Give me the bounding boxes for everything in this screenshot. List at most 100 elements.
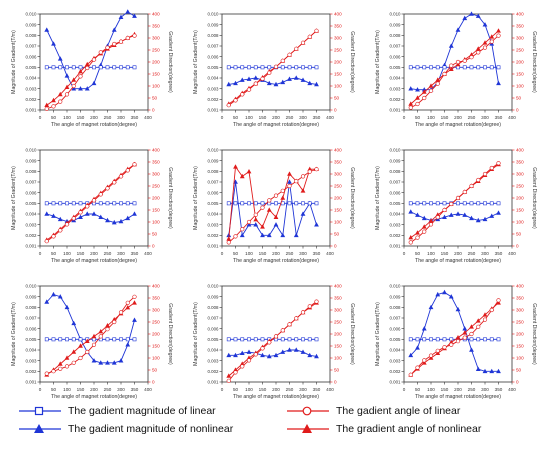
y-tick-label-right: 250 [334, 320, 342, 325]
y-tick-label-right: 350 [152, 24, 160, 29]
y-tick-label-right: 350 [516, 160, 524, 165]
y-tick-label-right: 0 [334, 108, 337, 113]
data-point-linear-magnitude [65, 337, 69, 342]
data-point-linear-magnitude [287, 337, 292, 342]
data-point-linear-magnitude [408, 201, 413, 206]
data-point-linear-angle [442, 345, 447, 350]
data-point-nonlinear-magnitude [78, 214, 83, 219]
x-tick-label: 150 [441, 115, 449, 120]
data-point-nonlinear-magnitude [408, 86, 414, 91]
legend-swatch-triangle-filled [287, 423, 329, 433]
y-tick-label-left: 0.004 [208, 348, 220, 353]
y-tick-label-left: 0.003 [208, 86, 220, 91]
data-point-linear-magnitude [280, 65, 285, 70]
y-tick-label-left: 0.006 [26, 326, 38, 331]
x-axis-label: The angle of magnet rotation(degree) [415, 122, 501, 128]
data-point-linear-magnitude [240, 65, 245, 70]
y-tick-label-left: 0.006 [390, 54, 402, 59]
data-point-linear-angle [428, 88, 434, 93]
data-point-nonlinear-angle [489, 34, 495, 39]
x-tick-label: 150 [441, 387, 449, 392]
series-line-nonlinear-angle [228, 165, 317, 239]
legend-label: The gradient angle of nonlinear [336, 422, 482, 435]
x-tick-label: 300 [299, 387, 307, 392]
x-tick-label: 0 [39, 251, 42, 256]
y-tick-label-left: 0.003 [208, 358, 220, 363]
x-tick-label: 200 [90, 115, 98, 120]
y-tick-label-right: 200 [334, 332, 342, 337]
data-point-linear-magnitude [442, 201, 447, 206]
data-point-nonlinear-magnitude [415, 87, 420, 92]
data-point-linear-magnitude [119, 201, 123, 206]
y-tick-label-right: 250 [334, 48, 342, 53]
data-point-linear-angle [44, 106, 49, 111]
data-point-linear-magnitude [435, 201, 440, 206]
data-point-linear-magnitude [125, 201, 130, 206]
data-point-linear-angle [132, 162, 137, 167]
data-point-linear-magnitude [125, 65, 130, 70]
data-point-nonlinear-magnitude [253, 75, 259, 80]
data-point-nonlinear-magnitude [462, 212, 468, 217]
y-tick-label-right: 350 [152, 296, 160, 301]
y-tick-label-right: 300 [334, 36, 342, 41]
y-tick-label-right: 150 [152, 344, 160, 349]
data-point-nonlinear-magnitude [84, 86, 90, 91]
y-axis-label-right: Gradient Direction(degree) [531, 303, 537, 365]
data-point-linear-angle [455, 339, 461, 344]
data-point-nonlinear-magnitude [293, 75, 299, 80]
data-point-nonlinear-magnitude [287, 179, 292, 184]
x-tick-label: 100 [63, 115, 71, 120]
y-tick-label-right: 50 [334, 96, 340, 101]
y-tick-label-left: 0.002 [390, 233, 402, 238]
x-tick-label: 200 [454, 115, 462, 120]
data-point-nonlinear-angle [84, 61, 90, 67]
data-point-linear-angle [64, 364, 70, 369]
data-point-nonlinear-angle [51, 97, 56, 103]
y-tick-label-right: 0 [516, 108, 519, 113]
y-tick-label-right: 400 [334, 148, 342, 153]
y-tick-label-left: 0.007 [26, 180, 38, 185]
y-tick-label-left: 0.008 [390, 33, 402, 38]
data-point-linear-angle [98, 334, 103, 339]
data-point-linear-angle [260, 76, 265, 81]
data-point-linear-magnitude [112, 65, 117, 70]
data-point-linear-magnitude [442, 337, 447, 342]
data-point-linear-angle [469, 331, 474, 337]
y-tick-label-left: 0.005 [208, 65, 220, 70]
y-tick-label-left: 0.006 [208, 190, 220, 195]
y-tick-label-left: 0.003 [390, 358, 402, 363]
y-tick-label-left: 0.001 [26, 244, 38, 249]
data-point-linear-magnitude [78, 337, 83, 342]
x-tick-label: 350 [313, 387, 321, 392]
y-axis-label-right: Gradient Direction(degree) [167, 167, 173, 229]
x-tick-label: 150 [259, 387, 267, 392]
y-tick-label-right: 200 [516, 60, 524, 65]
chart-panel-9: 0 50 100 150 200 250 300 350 400 0.001 0.002 0.003 0… [375, 284, 537, 400]
data-point-linear-magnitude [456, 65, 460, 70]
data-point-linear-angle [287, 52, 292, 57]
y-tick-label-right: 200 [152, 332, 160, 337]
data-point-linear-magnitude [119, 65, 123, 70]
y-tick-label-left: 0.002 [26, 233, 38, 238]
data-point-nonlinear-angle [266, 207, 272, 212]
data-point-linear-angle [287, 322, 292, 327]
x-axis-label: The angle of magnet rotation(degree) [51, 122, 137, 128]
data-point-linear-magnitude [415, 337, 420, 342]
data-point-linear-angle [71, 360, 76, 365]
y-tick-label-right: 300 [334, 172, 342, 177]
y-tick-label-right: 50 [152, 96, 158, 101]
data-point-nonlinear-magnitude [71, 86, 77, 91]
data-point-nonlinear-magnitude [482, 368, 488, 374]
data-point-linear-angle [300, 310, 306, 315]
y-tick-label-left: 0.001 [390, 244, 402, 249]
data-point-linear-magnitude [301, 65, 305, 70]
y-tick-label-left: 0.010 [390, 284, 402, 289]
x-tick-label: 300 [299, 251, 307, 256]
y-tick-label-left: 0.003 [26, 358, 38, 363]
data-point-linear-angle [415, 235, 420, 240]
data-point-nonlinear-angle [64, 355, 70, 360]
chart-panel-8: 0 50 100 150 200 250 300 350 400 0.001 0.002 0.003 0… [193, 284, 355, 400]
data-point-nonlinear-magnitude [125, 215, 131, 221]
y-axis-label-left: Magnitude of Gradient(T/m) [193, 302, 199, 366]
y-tick-label-left: 0.004 [26, 212, 38, 217]
